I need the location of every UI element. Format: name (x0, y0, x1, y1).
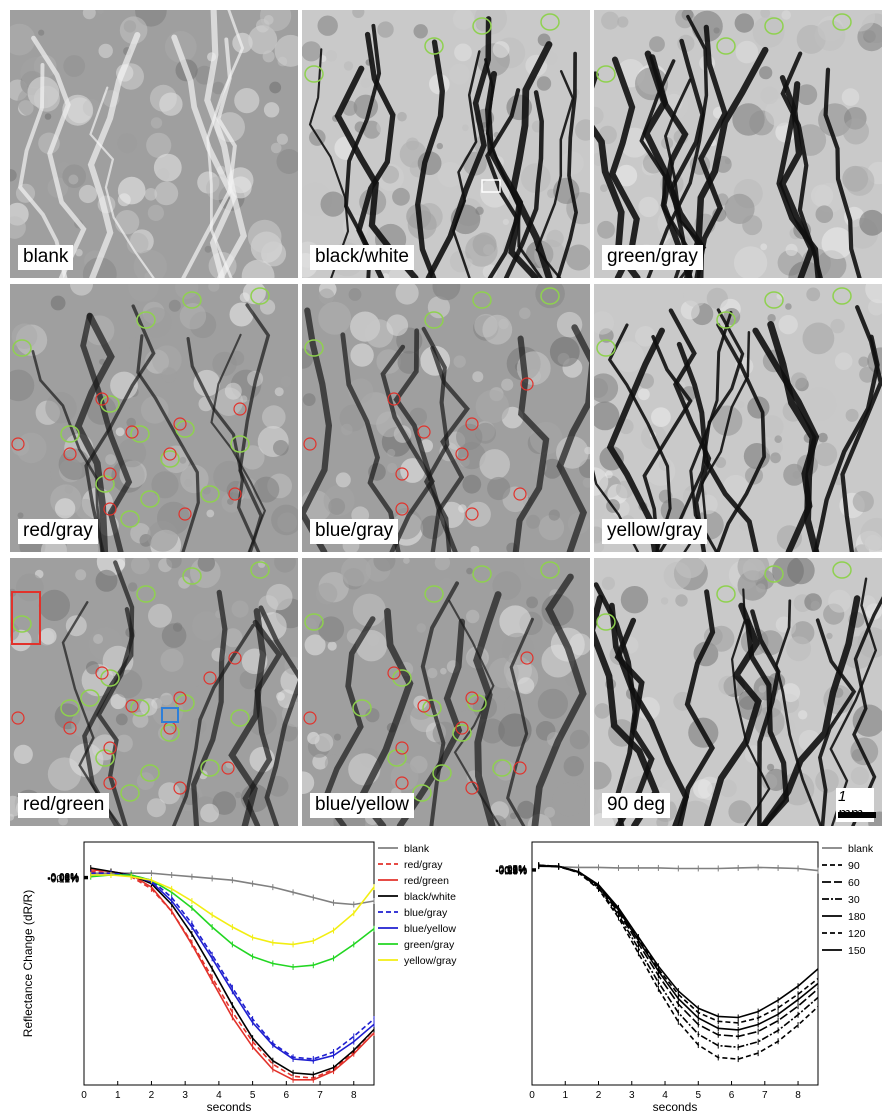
y-tick-label: -0.3% (501, 866, 527, 877)
y-tick-label: -0.12% (47, 874, 79, 885)
y-axis-label: Reflectance Change (dR/R) (21, 890, 35, 1037)
x-tick-label: 5 (250, 1090, 256, 1101)
x-tick-label: 6 (729, 1090, 735, 1101)
panel-image (10, 284, 298, 552)
y-tick-label: -0.02% (47, 873, 79, 884)
panel-yellow-gray: yellow/gray (594, 284, 882, 552)
panel-label: blue/yellow (310, 793, 414, 818)
y-tick-label: 0.05% (499, 864, 527, 875)
scale-bar-line (838, 812, 876, 818)
legend-entry: 60 (848, 877, 860, 889)
y-tick-label: 0.02% (51, 872, 79, 883)
x-tick-label: 0 (81, 1090, 87, 1101)
chart-area: 0 1 2 3 4 5 6 7 8 0.02% 0% -0.02% -0.04% -0.06% -0.08%… (0, 836, 891, 1111)
legend-entry: red/gray (404, 859, 443, 871)
y-tick-label: -0.25% (495, 866, 527, 877)
panel-black-white: black/white (302, 10, 590, 278)
panel-label: 90 deg (602, 793, 671, 818)
panel-image (10, 558, 298, 826)
panel-label: blank (18, 245, 74, 270)
x-tick-label: 1 (115, 1090, 121, 1101)
x-tick-label: 4 (662, 1090, 668, 1101)
x-tick-label: 0 (529, 1090, 535, 1101)
panel-red-green: red/green (10, 558, 298, 826)
panel-label: yellow/gray (602, 519, 708, 544)
x-tick-label: 6 (284, 1090, 290, 1101)
legend-entry: 30 (848, 894, 860, 906)
x-tick-label: 5 (695, 1090, 701, 1101)
panel-image (302, 558, 590, 826)
series-line (538, 864, 819, 1060)
y-tick-label: -0.04% (47, 873, 79, 884)
y-tick-label: -0.06% (47, 873, 79, 884)
x-tick-label: 4 (216, 1090, 222, 1101)
x-tick-label: 1 (562, 1090, 568, 1101)
panel-90-deg: 90 deg 1 mm (594, 558, 882, 826)
panel-image (594, 10, 882, 278)
panel-red-gray: red/gray (10, 284, 298, 552)
legend-entry: yellow/gray (404, 955, 457, 967)
chart-right: 0 1 2 3 4 5 6 7 8 0.05%0%-0.05%-0.1%-0.15%-0.2%-0… (495, 841, 874, 1111)
panel-image (594, 284, 882, 552)
legend-entry: 90 (848, 860, 860, 872)
x-tick-label: 2 (596, 1090, 602, 1101)
panel-green-gray: green/gray (594, 10, 882, 278)
x-axis-label: seconds (207, 1100, 252, 1111)
x-tick-label: 3 (182, 1090, 188, 1101)
y-tick-label: 0% (65, 872, 80, 883)
panel-image (10, 10, 298, 278)
x-axis-label: seconds (653, 1100, 698, 1111)
scale-bar: 1 mm (836, 788, 876, 822)
y-tick-label: 0% (513, 865, 528, 876)
panel-label: blue/gray (310, 519, 399, 544)
y-tick-label: -0.2% (501, 866, 527, 877)
panel-label: green/gray (602, 245, 703, 270)
y-tick-label: -0.35% (495, 866, 527, 877)
x-tick-label: 8 (795, 1090, 801, 1101)
plot-frame (531, 841, 819, 1086)
plot-frame (83, 841, 375, 1086)
legend-entry: blue/yellow (404, 923, 456, 935)
x-tick-label: 8 (351, 1090, 357, 1101)
panel-label: red/green (18, 793, 110, 818)
legend-entry: 180 (848, 911, 866, 923)
x-tick-label: 3 (629, 1090, 635, 1101)
legend-entry: blank (404, 843, 430, 855)
legend-entry: black/white (404, 891, 456, 903)
legend-entry: 120 (848, 928, 866, 940)
y-tick-label: -0.4% (501, 867, 527, 878)
chart-left: 0 1 2 3 4 5 6 7 8 0.02%0%-0.02%-0.04%-0.06%-0.08%… (21, 841, 457, 1111)
image-panel-grid: blank black/white green/gray red/gray bl… (10, 10, 882, 826)
x-tick-label: 2 (149, 1090, 155, 1101)
y-tick-label: -0.08% (47, 874, 79, 885)
y-tick-label: -0.1% (501, 865, 527, 876)
panel-label: red/gray (18, 519, 98, 544)
panel-image (302, 10, 590, 278)
panel-blue-gray: blue/gray (302, 284, 590, 552)
legend-entry: 150 (848, 945, 866, 957)
x-tick-label: 7 (317, 1090, 323, 1101)
y-tick-label: -0.1% (53, 874, 79, 885)
legend-entry: red/green (404, 875, 449, 887)
panel-label: black/white (310, 245, 414, 270)
panel-blank: blank (10, 10, 298, 278)
y-tick-label: -0.15% (495, 865, 527, 876)
y-tick-label: -0.05% (495, 865, 527, 876)
series-line (90, 872, 375, 1060)
legend-entry: blue/gray (404, 907, 448, 919)
legend-entry: green/gray (404, 939, 455, 951)
panel-image (302, 284, 590, 552)
panel-blue-yellow: blue/yellow (302, 558, 590, 826)
panel-image (594, 558, 882, 826)
legend-entry: blank (848, 843, 874, 855)
x-tick-label: 7 (762, 1090, 768, 1101)
